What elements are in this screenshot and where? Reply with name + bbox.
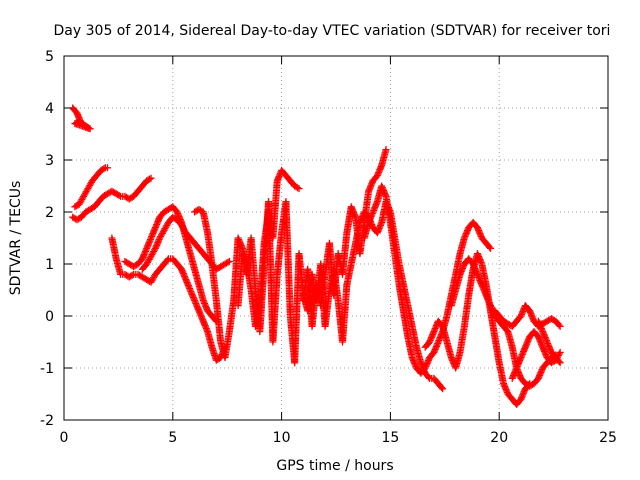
series-arc-p	[534, 317, 564, 367]
data-point-trail	[163, 256, 171, 264]
data-point-trail	[151, 246, 159, 254]
y-tick-label: 3	[45, 153, 54, 169]
y-tick-label: -2	[40, 413, 54, 429]
grid	[64, 56, 608, 420]
y-tick-label: 1	[45, 257, 54, 273]
axes: 0 5 10 15 20 25 -2 -1 0 1 2 3 4 5	[40, 49, 617, 446]
y-tick-label: -1	[40, 361, 54, 377]
data-point	[225, 257, 233, 265]
data-point-trail	[128, 271, 136, 279]
data-point-trail	[485, 243, 493, 251]
x-tick-label: 25	[599, 430, 617, 446]
series-arc-f	[138, 213, 233, 273]
data-point-trail	[555, 321, 563, 329]
data-point-trail	[424, 373, 432, 381]
data-point-trail	[555, 350, 563, 358]
series-arc-j	[343, 198, 447, 393]
series-arc-h	[234, 198, 351, 367]
series-arc-m	[447, 255, 560, 390]
data-point-trail	[100, 165, 108, 173]
chart-title: Day 305 of 2014, Sidereal Day-to-day VTE…	[54, 23, 611, 39]
data-point	[104, 164, 112, 172]
data-point	[486, 244, 494, 252]
data-point-trail	[82, 123, 90, 131]
data-point-trail	[224, 258, 232, 266]
series-arc-o	[508, 328, 564, 382]
data-point	[382, 146, 390, 154]
data-point	[556, 348, 564, 356]
series-arc-d	[108, 234, 229, 364]
data-points	[69, 104, 564, 408]
x-tick-label: 10	[273, 430, 291, 446]
data-point	[84, 124, 92, 132]
data-point	[556, 359, 564, 367]
y-tick-label: 2	[45, 205, 54, 221]
y-tick-label: 5	[45, 49, 54, 65]
plot-frame	[63, 55, 609, 421]
data-point-trail	[115, 192, 123, 200]
y-tick-label: 4	[45, 101, 54, 117]
series-arc-l	[421, 250, 534, 408]
y-tick-label: 0	[45, 309, 54, 325]
data-point-trail	[555, 358, 563, 365]
x-tick-label: 5	[168, 430, 177, 446]
x-tick-label: 20	[490, 430, 508, 446]
x-tick-label: 15	[381, 430, 399, 446]
data-point	[295, 185, 303, 193]
data-point-trail	[146, 175, 154, 183]
data-point	[147, 174, 155, 182]
y-axis-label: SDTVAR / TECUs	[8, 181, 24, 296]
data-point-trail	[438, 384, 446, 391]
x-tick-label: 0	[60, 430, 69, 446]
x-axis-label: GPS time / hours	[276, 458, 393, 474]
data-point-trail	[294, 184, 302, 192]
series-arc-b	[69, 174, 155, 224]
series-arc-a	[69, 104, 94, 133]
series-arc-c	[71, 164, 112, 211]
data-point	[556, 322, 564, 330]
data-point	[439, 385, 447, 393]
